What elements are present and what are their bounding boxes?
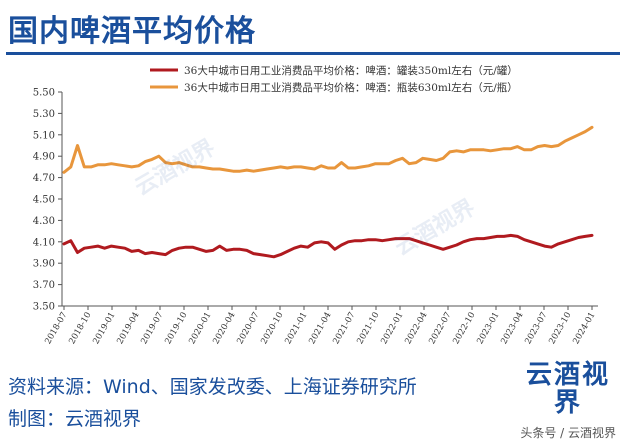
legend-label-1: 36大中城市日用工业消费品平均价格：啤酒：罐装350ml左右（元/罐）: [184, 64, 518, 77]
made-by-note: 制图：云酒视界: [8, 408, 142, 430]
y-tick-label: 3.90: [33, 259, 55, 270]
x-tick-label: 2023-01: [475, 311, 501, 347]
y-tick-label: 3.50: [33, 302, 55, 313]
chart-series: [62, 125, 594, 259]
y-tick-label: 4.10: [33, 237, 55, 248]
x-tick-label: 2019-10: [163, 311, 189, 347]
chart-legend: 36大中城市日用工业消费品平均价格：啤酒：罐装350ml左右（元/罐） 36大中城…: [150, 64, 518, 94]
series-line-1: [62, 233, 594, 259]
x-tick-label: 2021-01: [283, 311, 309, 347]
x-tick-label: 2021-10: [355, 311, 381, 347]
line-chart: 3.50 3.70 3.90 4.10 4.30 4.50 4.70 4.90 5.10 5.30…: [33, 64, 598, 347]
x-tick-label: 2019-07: [139, 311, 165, 347]
credit-text: 头条号 / 云酒视界: [520, 426, 616, 440]
y-tick-label: 3.70: [33, 280, 55, 291]
x-tick-label: 2021-04: [307, 311, 333, 347]
x-tick-label: 2020-10: [259, 311, 285, 347]
x-tick-label: 2018-10: [67, 311, 93, 347]
x-tick-label: 2022-10: [451, 311, 477, 347]
x-tick-label: 2023-04: [499, 311, 525, 347]
x-tick-label: 2018-07: [43, 311, 69, 347]
x-tick-label: 2023-10: [547, 311, 573, 347]
y-tick-label: 5.10: [33, 130, 55, 141]
y-tick-label: 4.30: [33, 216, 55, 227]
x-tick-label: 2020-07: [235, 311, 261, 347]
brand-logo: 云酒视界: [525, 360, 610, 418]
x-tick-label: 2023-07: [523, 311, 549, 347]
x-tick-label: 2019-04: [115, 311, 141, 347]
y-tick-label: 5.50: [33, 88, 55, 99]
source-note: 资料来源：Wind、国家发改委、上海证券研究所: [8, 376, 417, 398]
y-tick-label: 4.90: [33, 152, 55, 163]
y-tick-label: 5.30: [33, 109, 55, 120]
x-tick-label: 2022-07: [427, 311, 453, 347]
x-tick-label: 2019-01: [91, 311, 117, 347]
y-tick-label: 4.70: [33, 173, 55, 184]
y-tick-label: 4.50: [33, 195, 55, 206]
chart-axes: 3.50 3.70 3.90 4.10 4.30 4.50 4.70 4.90 5.10 5.30…: [33, 88, 598, 347]
x-tick-label: 2021-07: [331, 311, 357, 347]
x-tick-label: 2020-04: [211, 311, 237, 347]
page-title: 国内啤酒平均价格: [8, 14, 256, 49]
legend-label-2: 36大中城市日用工业消费品平均价格：啤酒：瓶装630ml左右（元/瓶）: [184, 81, 518, 94]
x-tick-label: 2022-04: [403, 311, 429, 347]
x-tick-label: 2020-01: [187, 311, 213, 347]
title-divider: [6, 52, 620, 55]
series-line-2: [62, 125, 594, 174]
x-tick-label: 2024-01: [571, 311, 597, 347]
x-tick-label: 2022-01: [379, 311, 405, 347]
